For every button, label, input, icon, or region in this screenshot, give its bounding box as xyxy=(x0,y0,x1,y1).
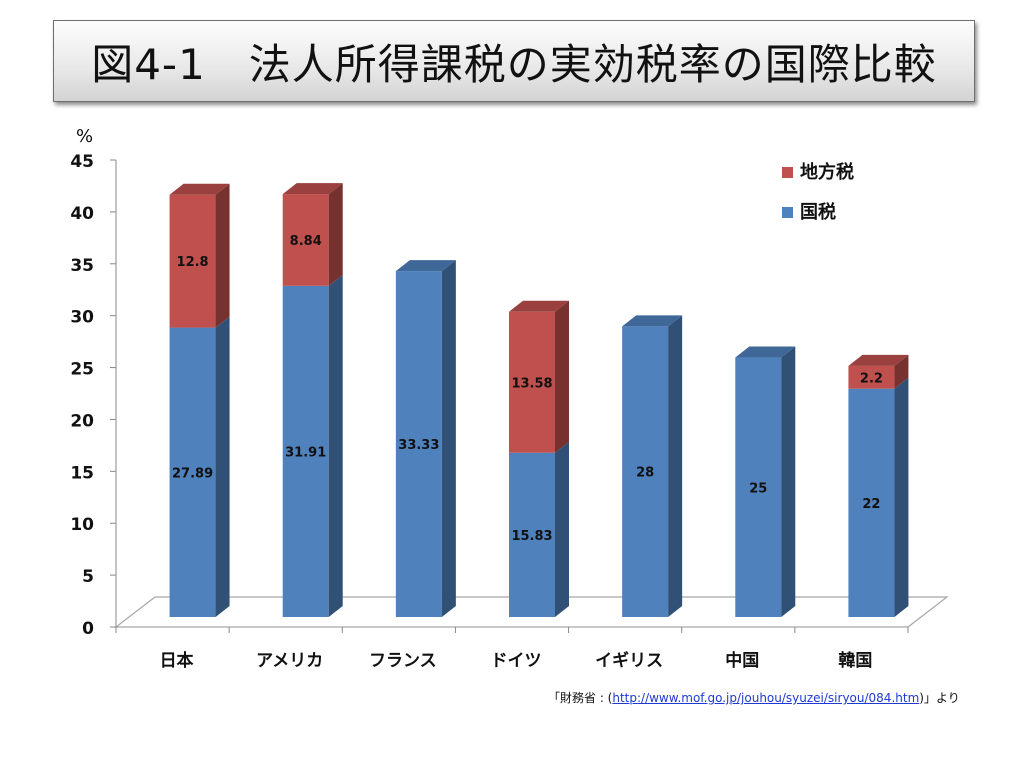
page-title: 図4-1 法人所得課税の実効税率の国際比較 xyxy=(91,39,937,89)
stacked-bar-chart: 0 5 10 15 20 25 30 35 40 45% 27.89 12.8 31.91 8.84 33… xyxy=(70,126,949,671)
source-suffix: )」より xyxy=(919,691,960,705)
bar-segment-side xyxy=(894,377,909,617)
data-label: 13.58 xyxy=(511,376,552,391)
bar-segment-side xyxy=(215,316,230,617)
x-tick-label: イギリス xyxy=(595,651,663,671)
y-tick-label: 45 xyxy=(70,152,94,172)
bar-segment xyxy=(848,388,895,617)
bar-segment-side xyxy=(555,300,569,453)
y-tick-label: 5 xyxy=(82,567,94,587)
data-label: 31.91 xyxy=(285,445,326,460)
y-tick-label: 40 xyxy=(70,204,94,224)
bar-segment-side xyxy=(555,441,569,617)
x-tick-label: フランス xyxy=(369,651,437,671)
x-tick-label: ドイツ xyxy=(491,651,542,671)
bar-segment-side xyxy=(441,260,456,617)
x-tick-label: 日本 xyxy=(160,650,194,671)
x-axis-labels: 日本 アメリカ フランス ドイツ イギリス 中国 韓国 xyxy=(160,650,873,671)
bar-segment xyxy=(169,194,216,328)
bar-segment xyxy=(169,327,216,617)
bar-top-face xyxy=(169,183,230,195)
source-prefix: 「財務省 : ( xyxy=(548,691,613,705)
bar-segment xyxy=(282,285,329,617)
y-axis-unit-label: % xyxy=(76,126,93,147)
bar-segment-side xyxy=(328,183,343,286)
x-tick-label: 韓国 xyxy=(838,650,872,671)
bar-top-face xyxy=(509,300,569,312)
y-tick-label: 30 xyxy=(70,308,94,328)
bar-segment xyxy=(509,311,555,453)
y-tick-label: 0 xyxy=(82,619,94,639)
bars: 27.89 12.8 31.91 8.84 33.33 15.83 13.58 28 25 22 2… xyxy=(169,183,909,617)
data-label: 27.89 xyxy=(172,466,213,481)
legend-swatch xyxy=(782,207,793,218)
bar-segment-side xyxy=(215,183,230,328)
x-tick-label: アメリカ xyxy=(256,651,323,671)
data-label: 28 xyxy=(636,466,654,481)
bar-top-face xyxy=(395,260,456,272)
data-label: 2.2 xyxy=(860,371,883,386)
bar-top-face xyxy=(282,183,343,195)
bar-segment xyxy=(848,365,895,389)
data-label: 22 xyxy=(862,497,880,512)
bar-segment-side xyxy=(781,346,796,617)
bar-segment xyxy=(735,357,782,617)
data-label: 8.84 xyxy=(290,234,322,249)
title-banner: 図4-1 法人所得課税の実効税率の国際比較 xyxy=(53,20,975,102)
data-label: 12.8 xyxy=(177,255,209,270)
y-tick-label: 10 xyxy=(70,515,94,535)
data-label: 33.33 xyxy=(398,438,439,453)
legend-swatch xyxy=(782,167,793,178)
bar-top-face xyxy=(848,354,909,366)
data-label: 25 xyxy=(749,481,767,496)
bar-top-face xyxy=(622,315,683,327)
bar-segment xyxy=(395,271,442,617)
bar-segment-side xyxy=(668,315,683,617)
y-tick-label: 20 xyxy=(70,411,94,431)
bar-segment xyxy=(622,326,669,617)
bar-top-face xyxy=(735,346,796,358)
y-tick-label: 25 xyxy=(70,360,94,380)
x-tick-label: 中国 xyxy=(725,650,759,671)
legend-label: 地方税 xyxy=(800,161,854,183)
y-axis: 0 5 10 15 20 25 30 35 40 45% xyxy=(70,126,909,639)
bar-segment-side xyxy=(894,354,909,389)
bar-segment xyxy=(509,452,555,617)
y-tick-label: 15 xyxy=(70,463,94,483)
legend-label: 国税 xyxy=(800,201,836,223)
y-tick-label: 35 xyxy=(70,256,94,276)
bar-segment xyxy=(282,194,329,286)
source-note: 「財務省 : (http://www.mof.go.jp/jouhou/syuz… xyxy=(548,689,960,706)
bar-segment-side xyxy=(328,274,343,617)
source-link[interactable]: http://www.mof.go.jp/jouhou/syuzei/siryo… xyxy=(612,691,920,705)
data-label: 15.83 xyxy=(511,529,552,544)
